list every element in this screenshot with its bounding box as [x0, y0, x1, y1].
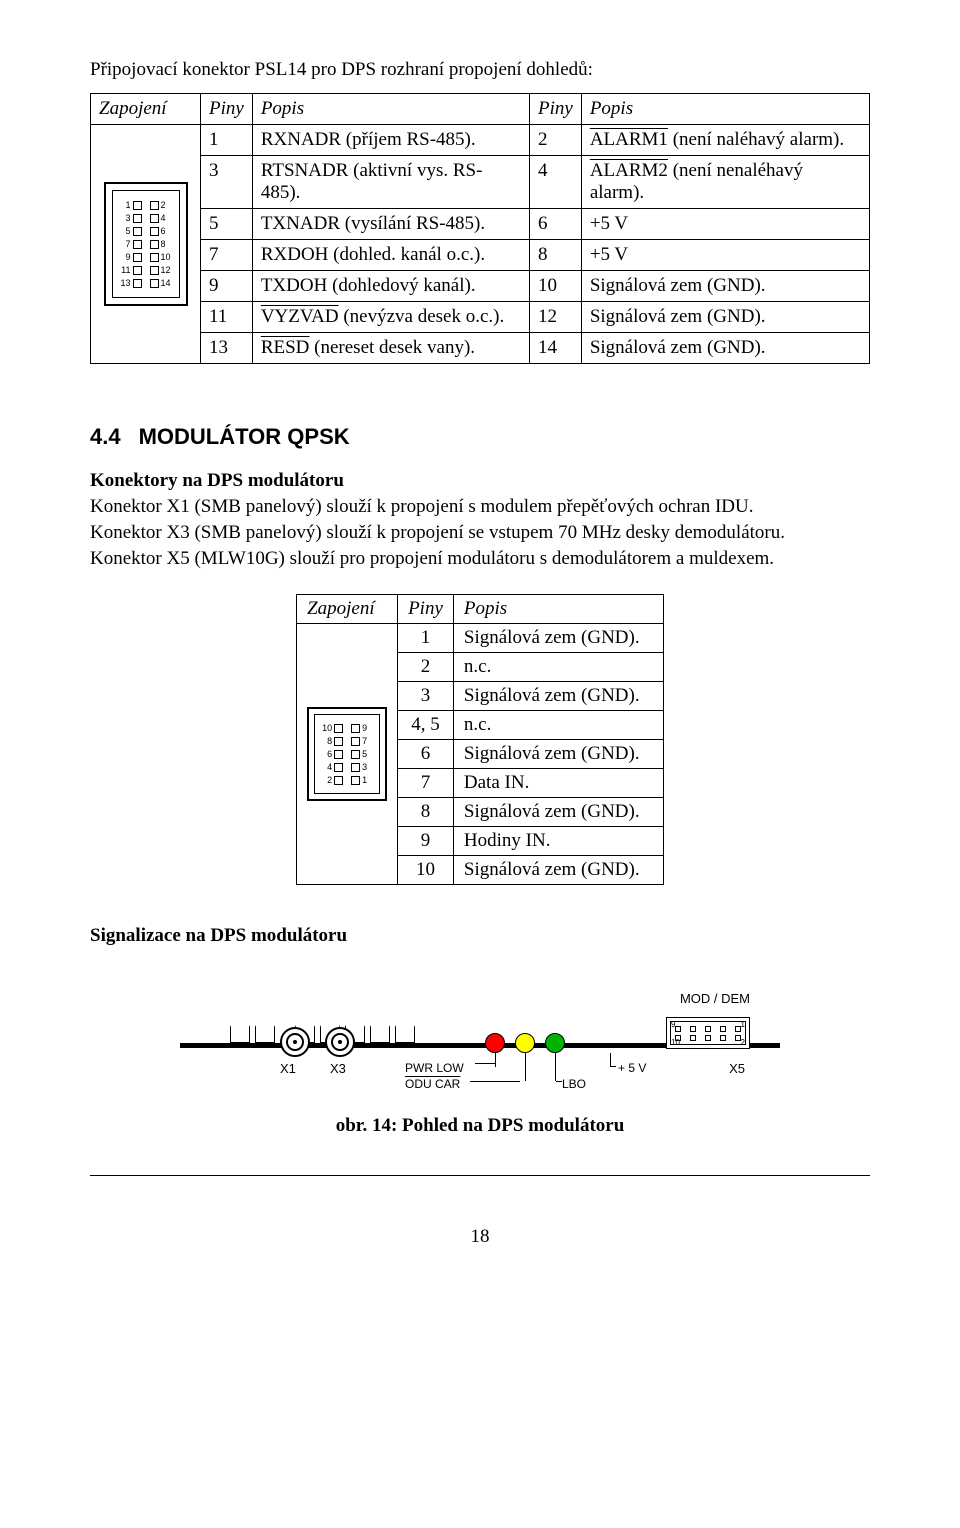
- t2-r3-p: 4, 5: [398, 711, 454, 740]
- section-title: MODULÁTOR QPSK: [139, 424, 350, 449]
- t2-r5-d: Data IN.: [453, 769, 663, 798]
- para-x1: Konektor X1 (SMB panelový) slouží k prop…: [90, 496, 870, 518]
- conn10-diagram-cell: 109 87 65 43 21: [297, 624, 398, 885]
- page-number: 18: [90, 1226, 870, 1248]
- t1-r1-p1: 3: [201, 156, 253, 209]
- sp-col2: Piny: [398, 595, 454, 624]
- intro-text: Připojovací konektor PSL14 pro DPS rozhr…: [90, 59, 870, 81]
- t2-r7-p: 9: [398, 827, 454, 856]
- t1-r5-d2: Signálová zem (GND).: [581, 302, 869, 333]
- t2-r1-d: n.c.: [453, 653, 663, 682]
- t2-r8-d: Signálová zem (GND).: [453, 856, 663, 885]
- label-lbo: LBO: [562, 1077, 586, 1091]
- section-heading: 4.4 MODULÁTOR QPSK: [90, 424, 870, 450]
- connector-table-psl14: Zapojení Piny Popis Piny Popis 12 34 56 …: [90, 93, 870, 364]
- mlw10g-connector: 9 1 10 2: [666, 1017, 750, 1049]
- t2-r2-p: 3: [398, 682, 454, 711]
- t2-r6-d: Signálová zem (GND).: [453, 798, 663, 827]
- label-x5: X5: [729, 1061, 745, 1076]
- t2-r2-d: Signálová zem (GND).: [453, 682, 663, 711]
- t1-r3-p2: 8: [529, 240, 581, 271]
- label-pwrlow: PWR LOW: [405, 1061, 464, 1075]
- t1-r2-p2: 6: [529, 209, 581, 240]
- t1-r3-d1: RXDOH (dohled. kanál o.c.).: [252, 240, 529, 271]
- col-piny1: Piny: [201, 94, 253, 125]
- t1-r6-d1: RESD (nereset desek vany).: [252, 333, 529, 364]
- t1-r4-p2: 10: [529, 271, 581, 302]
- t1-r5-p1: 11: [201, 302, 253, 333]
- t1-r2-d1: TXNADR (vysílání RS-485).: [252, 209, 529, 240]
- label-x1: X1: [280, 1061, 296, 1076]
- smb-x1: [280, 1027, 310, 1057]
- t1-r4-d2: Signálová zem (GND).: [581, 271, 869, 302]
- col-popis2: Popis: [581, 94, 869, 125]
- label-5v: + 5 V: [618, 1061, 646, 1075]
- t2-r6-p: 8: [398, 798, 454, 827]
- konektory-heading: Konektory na DPS modulátoru: [90, 470, 870, 492]
- conn14-diagram-cell: 12 34 56 78 910 1112 1314: [91, 125, 201, 364]
- t2-r7-d: Hodiny IN.: [453, 827, 663, 856]
- section-num: 4.4: [90, 424, 121, 449]
- col-piny2: Piny: [529, 94, 581, 125]
- figure-caption: obr. 14: Pohled na DPS modulátoru: [90, 1115, 870, 1137]
- led-yellow: [515, 1033, 535, 1053]
- t2-r8-p: 10: [398, 856, 454, 885]
- t1-r4-d1: TXDOH (dohledový kanál).: [252, 271, 529, 302]
- sp-col1: Zapojení: [297, 595, 398, 624]
- t1-r3-d2: +5 V: [581, 240, 869, 271]
- t1-r1-d1: RTSNADR (aktivní vys. RS-485).: [252, 156, 529, 209]
- t1-r2-d2: +5 V: [581, 209, 869, 240]
- label-oducar: ODU CAR: [405, 1077, 460, 1091]
- t1-r6-d2: Signálová zem (GND).: [581, 333, 869, 364]
- col-zapojeni: Zapojení: [91, 94, 201, 125]
- t2-r4-d: Signálová zem (GND).: [453, 740, 663, 769]
- conn10-inner: 109 87 65 43 21: [314, 714, 380, 794]
- t1-r2-p1: 5: [201, 209, 253, 240]
- t1-r6-p1: 13: [201, 333, 253, 364]
- t1-r0-d1: RXNADR (příjem RS-485).: [252, 125, 529, 156]
- col-popis1: Popis: [252, 94, 529, 125]
- t2-r0-d: Signálová zem (GND).: [453, 624, 663, 653]
- t1-r6-p2: 14: [529, 333, 581, 364]
- smb-x3: [325, 1027, 355, 1057]
- t1-r0-p2: 2: [529, 125, 581, 156]
- conn14-inner: 12 34 56 78 910 1112 1314: [112, 190, 180, 298]
- t1-r5-d1: VYZVAD (nevýzva desek o.c.).: [252, 302, 529, 333]
- signal-heading: Signalizace na DPS modulátoru: [90, 925, 870, 947]
- t2-r5-p: 7: [398, 769, 454, 798]
- sp-col3: Popis: [453, 595, 663, 624]
- label-moddem: MOD / DEM: [680, 991, 750, 1006]
- para-x3: Konektor X3 (SMB panelový) slouží k prop…: [90, 522, 870, 544]
- conn14-outer: 12 34 56 78 910 1112 1314: [104, 182, 188, 306]
- modulator-diagram: MOD / DEM 9 1 10 2 X1 X3 X5: [180, 977, 780, 1097]
- t1-r1-d2: ALARM2 (není nenaléhavý alarm).: [581, 156, 869, 209]
- t1-r0-d2: ALARM1 (není naléhavý alarm).: [581, 125, 869, 156]
- t1-r0-p1: 1: [201, 125, 253, 156]
- t1-r3-p1: 7: [201, 240, 253, 271]
- t2-r3-d: n.c.: [453, 711, 663, 740]
- led-green: [545, 1033, 565, 1053]
- t1-r4-p1: 9: [201, 271, 253, 302]
- label-x3: X3: [330, 1061, 346, 1076]
- led-red: [485, 1033, 505, 1053]
- conn10-outer: 109 87 65 43 21: [307, 707, 387, 801]
- para-x5: Konektor X5 (MLW10G) slouží pro propojen…: [90, 548, 870, 570]
- t1-r1-p2: 4: [529, 156, 581, 209]
- t2-r4-p: 6: [398, 740, 454, 769]
- t2-r0-p: 1: [398, 624, 454, 653]
- t2-r1-p: 2: [398, 653, 454, 682]
- t1-r5-p2: 12: [529, 302, 581, 333]
- connector-table-x5: Zapojení Piny Popis 109 87 65 43 21 1 Si…: [296, 594, 664, 885]
- footer-rule: [90, 1175, 870, 1176]
